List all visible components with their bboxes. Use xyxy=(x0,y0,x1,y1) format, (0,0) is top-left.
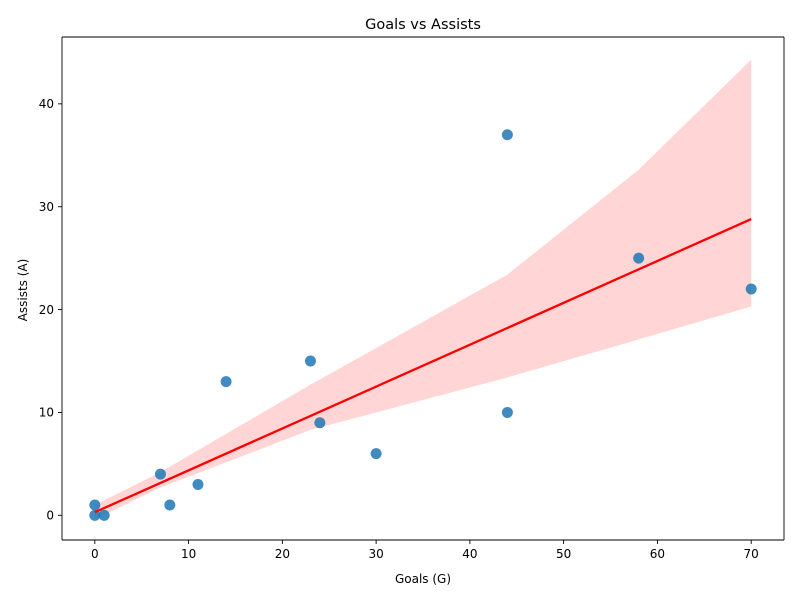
data-point-11 xyxy=(89,499,101,511)
plot-area: 0 10 20 30 40 50 60 70 0 10 20 30 40 xyxy=(39,36,785,561)
data-point-13 xyxy=(98,509,110,521)
x-tick-label-40: 40 xyxy=(462,547,477,561)
x-tick-label-60: 60 xyxy=(650,547,665,561)
chart-title: Goals vs Assists xyxy=(365,17,481,33)
y-tick-label-0: 0 xyxy=(46,509,54,523)
data-point-7 xyxy=(370,448,382,460)
y-tick-label-20: 20 xyxy=(39,303,54,317)
data-point-5 xyxy=(501,406,513,418)
data-point-2 xyxy=(745,283,757,295)
data-point-9 xyxy=(192,478,204,490)
data-point-10 xyxy=(164,499,176,511)
x-tick-label-70: 70 xyxy=(744,547,759,561)
x-tick-label-50: 50 xyxy=(556,547,571,561)
regression-line xyxy=(94,218,752,514)
data-point-3 xyxy=(304,355,316,367)
y-tick-label-40: 40 xyxy=(39,97,54,111)
y-tick-label-30: 30 xyxy=(39,200,54,214)
data-point-6 xyxy=(314,417,326,429)
data-point-0 xyxy=(501,129,513,141)
data-point-1 xyxy=(633,252,645,264)
x-axis-label: Goals (G) xyxy=(395,572,451,586)
x-tick-label-30: 30 xyxy=(368,547,383,561)
data-point-4 xyxy=(220,376,232,388)
y-axis-label: Assists (A) xyxy=(16,259,30,322)
x-tick-label-20: 20 xyxy=(275,547,290,561)
data-point-8 xyxy=(154,468,166,480)
x-tick-label-0: 0 xyxy=(91,547,99,561)
data-point-12 xyxy=(89,509,101,521)
y-tick-label-10: 10 xyxy=(39,406,54,420)
x-tick-label-10: 10 xyxy=(181,547,196,561)
